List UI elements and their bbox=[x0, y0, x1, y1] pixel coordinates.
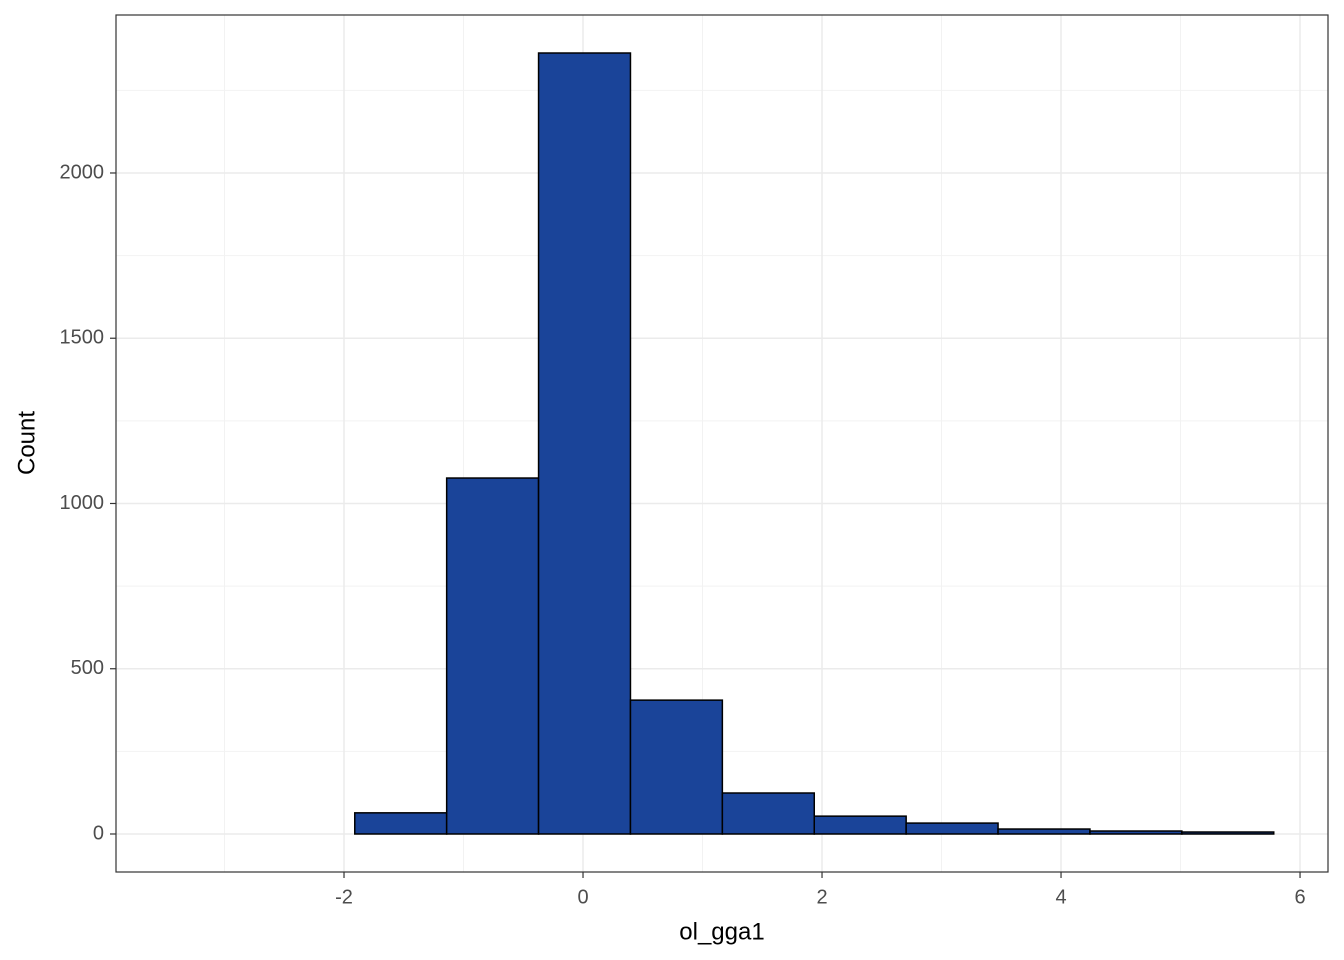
x-tick-label: -2 bbox=[335, 886, 353, 908]
x-tick-label: 4 bbox=[1055, 886, 1066, 908]
y-tick-label: 0 bbox=[93, 822, 104, 844]
bar bbox=[354, 812, 448, 835]
bar bbox=[537, 52, 632, 835]
y-tick-label: 1500 bbox=[60, 327, 105, 349]
x-tick-label: 0 bbox=[577, 886, 588, 908]
bar bbox=[629, 699, 724, 835]
bar bbox=[813, 815, 907, 835]
y-tick-label: 500 bbox=[71, 657, 104, 679]
bar bbox=[1181, 831, 1275, 835]
bar bbox=[1089, 830, 1183, 835]
bar bbox=[445, 477, 540, 835]
bar bbox=[905, 822, 999, 835]
bar bbox=[721, 792, 816, 835]
panel-border bbox=[115, 14, 1329, 873]
bar bbox=[997, 828, 1091, 835]
y-axis-label: Count bbox=[13, 411, 40, 475]
x-axis-label: ol_gga1 bbox=[679, 918, 764, 945]
x-tick-label: 2 bbox=[816, 886, 827, 908]
y-tick-label: 1000 bbox=[60, 492, 105, 514]
y-tick-label: 2000 bbox=[60, 161, 105, 183]
x-tick-label: 6 bbox=[1294, 886, 1305, 908]
